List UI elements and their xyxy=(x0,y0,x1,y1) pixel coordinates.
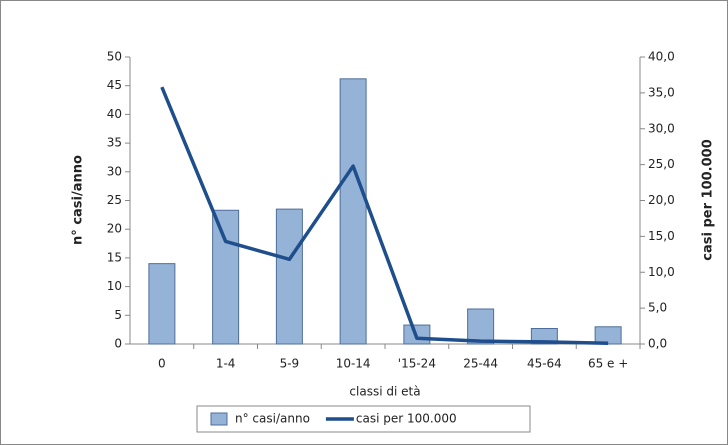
y-tick-label: 45 xyxy=(107,78,122,92)
y2-tick-label: 10,0 xyxy=(648,265,675,279)
line xyxy=(160,86,609,346)
y2-tick-label: 40,0 xyxy=(648,50,675,64)
legend-box xyxy=(196,405,531,433)
y-tick-label: 5 xyxy=(114,308,122,322)
y2-axis-label: casi per 100.000 xyxy=(701,139,716,260)
y-tick-label: 50 xyxy=(107,50,122,64)
y2-tick-label: 5,0 xyxy=(648,301,667,315)
y2-tick-label: 0,0 xyxy=(648,337,667,351)
bar xyxy=(339,78,367,345)
bar xyxy=(467,308,495,345)
bar xyxy=(148,263,176,345)
y-tick-label: 10 xyxy=(107,279,122,293)
y2-tick-label: 35,0 xyxy=(648,85,675,99)
bar xyxy=(275,208,303,345)
y2-tick-label: 25,0 xyxy=(648,157,675,171)
x-tick-label: 0 xyxy=(158,357,166,371)
x-tick-label: 25-44 xyxy=(463,357,498,371)
bar xyxy=(594,326,622,345)
y-tick-label: 30 xyxy=(107,164,122,178)
y2-tick-label: 20,0 xyxy=(648,193,675,207)
x-tick-label: 5-9 xyxy=(280,357,300,371)
y-axis-label: n° casi/anno xyxy=(71,155,86,245)
y-tick-label: 40 xyxy=(107,107,122,121)
y-tick-label: 35 xyxy=(107,136,122,150)
x-tick-label: 45-64 xyxy=(527,357,562,371)
x-tick-label: 1-4 xyxy=(216,357,236,371)
x-tick-label: 10-14 xyxy=(336,357,371,371)
y2-tick-label: 15,0 xyxy=(648,229,675,243)
legend-label: n° casi/anno xyxy=(235,412,310,426)
x-axis-label: classi di età xyxy=(349,385,420,399)
legend-swatch xyxy=(210,412,228,426)
x-tick-label: '15-24 xyxy=(398,357,436,371)
y-tick-label: 15 xyxy=(107,250,122,264)
legend-label: casi per 100.000 xyxy=(356,412,457,426)
y2-tick-label: 30,0 xyxy=(648,121,675,135)
y-tick-label: 0 xyxy=(114,337,122,351)
x-tick-label: 65 e + xyxy=(588,357,628,371)
y-tick-label: 20 xyxy=(107,222,122,236)
bar xyxy=(212,209,240,345)
y-tick-label: 25 xyxy=(107,193,122,207)
